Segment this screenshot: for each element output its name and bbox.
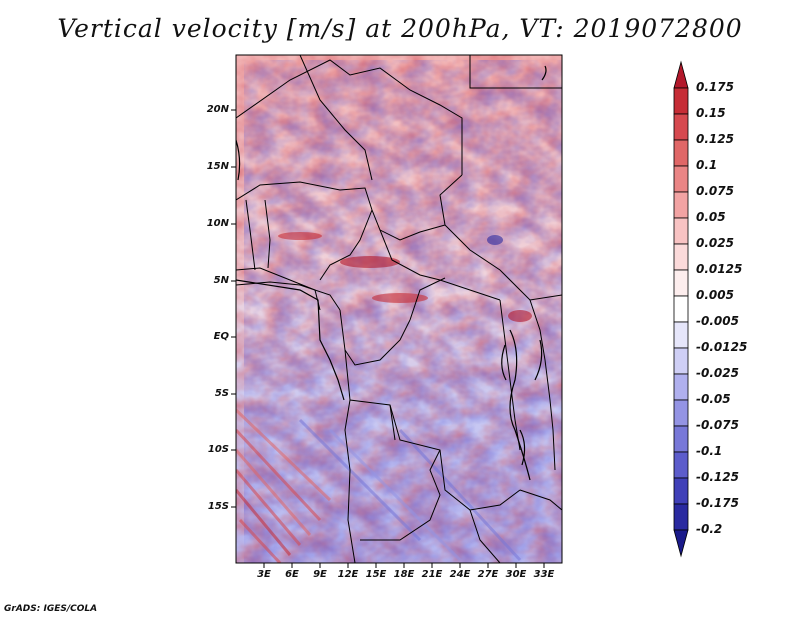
plot-title: Vertical velocity [m/s] at 200hPa, VT: 2… — [57, 14, 743, 43]
lon-label-15e: 15E — [365, 569, 387, 580]
colorbar-swatch — [673, 269, 689, 297]
colorbar-swatch — [673, 477, 689, 505]
lon-label-3e: 3E — [257, 569, 271, 580]
colorbar-label: -0.175 — [696, 496, 739, 510]
colorbar-swatch — [673, 87, 689, 115]
colorbar-label: 0.0125 — [696, 262, 743, 276]
colorbar-label: 0.15 — [696, 106, 726, 120]
lat-label-5n: 5N — [213, 275, 229, 286]
colorbar-label: -0.05 — [696, 392, 731, 406]
lon-label-21e: 21E — [421, 569, 443, 580]
lat-label-20n: 20N — [206, 104, 229, 115]
lon-label-6e: 6E — [285, 569, 299, 580]
colorbar-label: -0.025 — [696, 366, 739, 380]
lon-label-12e: 12E — [337, 569, 359, 580]
colorbar-swatch — [673, 347, 689, 375]
colorbar-label: 0.075 — [696, 184, 734, 198]
colorbar-label: 0.1 — [696, 158, 718, 172]
colorbar — [673, 60, 689, 558]
velocity-field — [236, 55, 562, 563]
colorbar-label: -0.005 — [696, 314, 739, 328]
lon-label-27e: 27E — [477, 569, 499, 580]
colorbar-label: 0.025 — [696, 236, 734, 250]
lat-label-10n: 10N — [206, 218, 229, 229]
colorbar-label: -0.2 — [696, 522, 723, 536]
lat-label-10s: 10S — [207, 444, 229, 455]
colorbar-swatch — [673, 60, 689, 89]
colorbar-swatch — [673, 503, 689, 531]
map-frame — [235, 54, 563, 564]
colorbar-label: 0.125 — [696, 132, 734, 146]
colorbar-label: 0.005 — [696, 288, 734, 302]
colorbar-label: -0.1 — [696, 444, 723, 458]
credit-text: GrADS: IGES/COLA — [4, 604, 98, 614]
colorbar-label: -0.125 — [696, 470, 739, 484]
colorbar-swatch — [673, 165, 689, 193]
lat-label-eq: EQ — [213, 331, 229, 342]
colorbar-swatch — [673, 529, 689, 558]
colorbar-swatch — [673, 373, 689, 401]
colorbar-label: 0.05 — [696, 210, 726, 224]
colorbar-label: -0.075 — [696, 418, 739, 432]
colorbar-swatch — [673, 425, 689, 453]
axis-ticks — [231, 109, 545, 568]
lon-label-9e: 9E — [313, 569, 327, 580]
colorbar-label: -0.0125 — [696, 340, 748, 354]
colorbar-swatch — [673, 191, 689, 219]
colorbar-label: 0.175 — [696, 80, 734, 94]
lat-label-15s: 15S — [207, 501, 229, 512]
colorbar-swatch — [673, 451, 689, 479]
colorbar-swatch — [673, 113, 689, 141]
colorbar-swatch — [673, 321, 689, 349]
lon-label-33e: 33E — [533, 569, 555, 580]
coastlines — [236, 65, 547, 481]
colorbar-swatch — [673, 139, 689, 167]
lon-label-18e: 18E — [393, 569, 415, 580]
colorbar-swatch — [673, 295, 689, 323]
lon-label-24e: 24E — [449, 569, 471, 580]
colorbar-swatch — [673, 243, 689, 271]
lat-label-5s: 5S — [214, 388, 229, 399]
colorbar-swatch — [673, 217, 689, 245]
colorbar-swatch — [673, 399, 689, 427]
country-borders — [236, 55, 562, 563]
lat-label-15n: 15N — [206, 161, 229, 172]
lon-label-30e: 30E — [505, 569, 527, 580]
